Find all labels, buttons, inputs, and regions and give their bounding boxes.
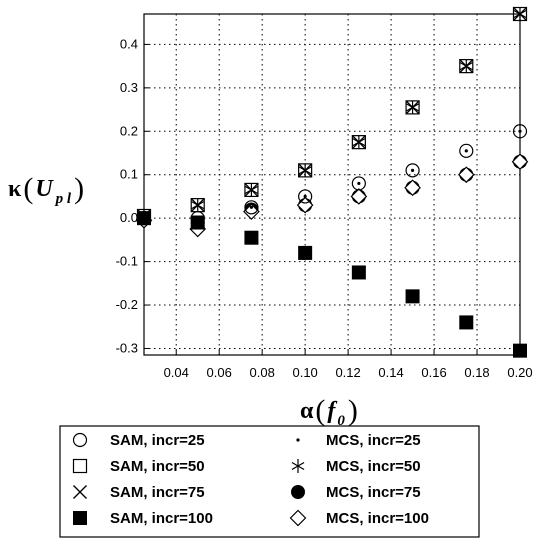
point-open-diamond-2 — [243, 203, 260, 220]
y-tick-label: 0.2 — [120, 123, 138, 138]
legend-marker-open-diamond — [289, 509, 307, 527]
point-filled-square-7 — [513, 343, 527, 358]
y-axis-label-close-paren: ) — [74, 172, 84, 205]
legend-label: SAM, incr=25 — [110, 432, 205, 449]
point-open-circle-2 — [244, 200, 259, 215]
x-axis-label-sub: 0 — [337, 413, 345, 429]
legend-entry: SAM, incr=50 — [72, 458, 205, 475]
x-tick-label: 0.08 — [250, 365, 275, 380]
legend: SAM, incr=25 SAM, incr=50 SAM, incr=75 SAM,… — [59, 425, 480, 538]
legend-box — [59, 425, 480, 538]
point-open-diamond-6 — [457, 166, 475, 184]
legend-label: MCS, incr=75 — [326, 484, 421, 501]
x-tick-label: 0.16 — [421, 365, 446, 380]
x-axis-label-arg: f — [327, 398, 337, 424]
point-filled-square-2 — [244, 230, 259, 245]
point-open-circle-6 — [459, 143, 474, 158]
x-tick-label: 0.06 — [207, 365, 232, 380]
x-tick-label: 0.18 — [464, 365, 489, 380]
point-open-circle-5 — [405, 163, 420, 178]
x-tick-label: 0.04 — [164, 365, 189, 380]
y-tick-label: -0.2 — [116, 297, 138, 312]
y-tick-label: -0.1 — [116, 254, 138, 269]
x-tick-label: 0.14 — [378, 365, 403, 380]
y-axis-label-arg: U — [35, 176, 54, 202]
y-axis-label-sub: p l — [54, 191, 72, 207]
point-star-0 — [137, 208, 151, 223]
x-axis-label: α(f 0) — [300, 394, 358, 429]
point-dot-0 — [142, 216, 146, 220]
legend-entry: MCS, incr=50 — [291, 458, 421, 475]
y-tick-label: -0.3 — [116, 340, 138, 355]
legend-entry: MCS, incr=75 — [291, 484, 421, 501]
point-filled-square-1 — [190, 215, 205, 230]
point-star-5 — [406, 100, 419, 115]
point-dot-2 — [249, 205, 254, 209]
x-tick-label: 0.10 — [292, 365, 317, 380]
legend-label: MCS, incr=25 — [326, 432, 421, 449]
legend-marker-filled-circle — [291, 485, 305, 499]
legend-label: MCS, incr=50 — [326, 458, 421, 475]
x-tick-label: 0.12 — [335, 365, 360, 380]
x-axis-label-close-paren: ) — [348, 394, 358, 427]
legend-marker-open-square — [72, 458, 88, 474]
point-dot-1 — [196, 216, 200, 220]
legend-label: SAM, incr=75 — [110, 484, 205, 501]
legend-entry: SAM, incr=75 — [73, 484, 205, 501]
y-tick-label: 0.3 — [120, 80, 138, 95]
point-filled-square-3 — [298, 245, 313, 260]
legend-marker-star — [291, 459, 305, 473]
point-filled-square-5 — [405, 289, 420, 304]
point-dot-4 — [357, 181, 361, 186]
point-dot-7 — [518, 129, 522, 133]
legend-label: SAM, incr=50 — [110, 458, 205, 475]
legend-entry: SAM, incr=25 — [72, 432, 205, 449]
point-open-diamond-7 — [511, 153, 529, 171]
x-axis-label-symbol: α — [300, 398, 314, 424]
point-open-diamond-5 — [404, 179, 421, 197]
y-tick-label: 0.1 — [120, 167, 138, 182]
data-points — [135, 6, 529, 358]
y-axis-label: κ(U p l) — [8, 172, 84, 207]
legend-entry: MCS, incr=25 — [296, 432, 421, 449]
point-star-6 — [459, 59, 473, 74]
legend-marker-filled-square — [73, 511, 87, 525]
point-star-2 — [245, 182, 258, 197]
point-open-circle-4 — [351, 176, 366, 191]
plot-area — [143, 13, 521, 356]
y-axis-label-open-paren: ( — [23, 172, 33, 205]
point-open-diamond-4 — [350, 188, 368, 205]
legend-entry: SAM, incr=100 — [73, 510, 213, 527]
legend-marker-dot — [296, 438, 300, 442]
x-tick-label: 0.20 — [507, 365, 532, 380]
point-star-7 — [513, 7, 527, 21]
point-star-3 — [298, 163, 312, 178]
point-dot-3 — [303, 194, 307, 199]
point-star-4 — [352, 135, 366, 150]
point-filled-square-6 — [459, 315, 474, 330]
point-dot-5 — [410, 168, 415, 172]
legend-label: MCS, incr=100 — [326, 510, 429, 527]
x-axis-label-open-paren: ( — [315, 394, 325, 427]
legend-entry: MCS, incr=100 — [289, 509, 429, 527]
legend-marker-open-circle — [72, 432, 88, 448]
point-dot-6 — [464, 149, 468, 153]
point-star-1 — [191, 198, 205, 213]
point-open-circle-3 — [298, 189, 313, 204]
y-tick-label: 0.4 — [120, 36, 138, 51]
y-tick-label: 0.0 — [120, 210, 138, 225]
y-axis-label-symbol: κ — [8, 176, 22, 202]
point-filled-square-4 — [351, 265, 366, 280]
x-axis: 0.04 0.06 0.08 0.10 0.12 0.14 0.16 0.18 0.20 — [164, 350, 533, 380]
legend-marker-x — [73, 485, 87, 499]
legend-label: SAM, incr=100 — [110, 510, 213, 527]
point-open-circle-7 — [512, 124, 528, 139]
y-axis: -0.3 -0.2 -0.1 0.0 0.1 0.2 0.3 0.4 — [116, 36, 149, 355]
